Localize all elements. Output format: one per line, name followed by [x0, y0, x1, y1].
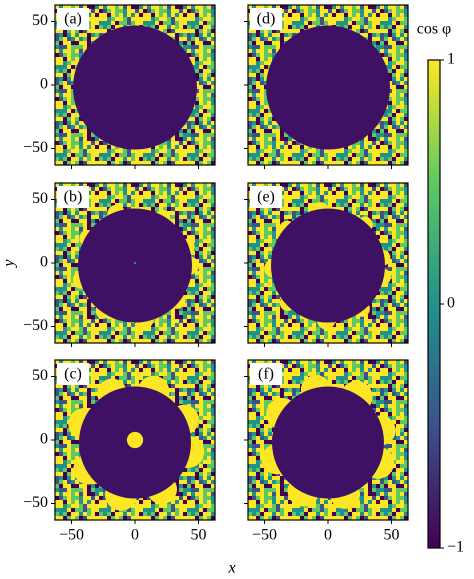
- y-tick-label: −50: [23, 139, 48, 156]
- colorbar-label: cos φ: [417, 21, 452, 38]
- centre-spot: [126, 431, 144, 449]
- y-tick-label: 50: [32, 12, 48, 29]
- heatmap: [55, 5, 215, 165]
- x-tick-label: 50: [383, 527, 399, 544]
- centre-spot: [133, 261, 137, 265]
- heatmap: [248, 5, 408, 165]
- panel: (f) −50 0 50: [244, 359, 409, 544]
- x-tick-label: 50: [190, 527, 206, 544]
- panel: (d): [244, 4, 409, 169]
- colorbar-tick-label: −1: [447, 539, 464, 556]
- heatmap: [248, 183, 408, 343]
- y-tick-label: 0: [40, 76, 48, 93]
- x-tick-label: −50: [59, 527, 84, 544]
- panel-label: (c): [64, 366, 82, 383]
- panel-label: (e): [257, 189, 275, 206]
- colorbar: [427, 59, 441, 549]
- panel-label-box: [250, 186, 282, 208]
- panel-label-box: [250, 8, 282, 30]
- panel-label: (a): [64, 11, 82, 28]
- core-disk: [272, 386, 384, 499]
- colorbar-tick-label: 1: [447, 51, 455, 68]
- panel-label: (f): [258, 366, 274, 383]
- panel: (a) −50 0 50: [23, 4, 216, 169]
- y-tick-label: 0: [40, 431, 48, 448]
- core-disk: [73, 25, 197, 150]
- panel-label-box: [57, 8, 89, 30]
- core-disk: [271, 208, 385, 323]
- core-disk: [78, 208, 192, 323]
- y-tick-label: 0: [40, 254, 48, 271]
- x-axis-label: x: [227, 560, 235, 577]
- y-tick-label: −50: [23, 494, 48, 511]
- y-tick-label: 50: [32, 367, 48, 384]
- heatmap: [248, 360, 408, 520]
- panel-label-box: [250, 363, 282, 385]
- panel: (e): [244, 182, 409, 347]
- y-tick-label: 50: [32, 190, 48, 207]
- heatmap: [55, 183, 215, 343]
- y-tick-label: −50: [23, 317, 48, 334]
- x-tick-label: 0: [131, 527, 139, 544]
- x-tick-label: −50: [252, 527, 277, 544]
- heatmap: [55, 360, 215, 520]
- panel: (b) −50 0 50: [23, 182, 216, 347]
- panel-label-box: [57, 363, 89, 385]
- x-tick-label: 0: [324, 527, 332, 544]
- colorbar-tick-label: 0: [447, 295, 455, 312]
- panel-label: (b): [64, 189, 83, 206]
- panel: (c) −50 0 50 −50 0 50: [23, 359, 216, 544]
- panel-label-box: [57, 186, 89, 208]
- y-axis-label: y: [1, 259, 18, 269]
- panel-label: (d): [257, 11, 276, 28]
- core-disk: [266, 25, 390, 150]
